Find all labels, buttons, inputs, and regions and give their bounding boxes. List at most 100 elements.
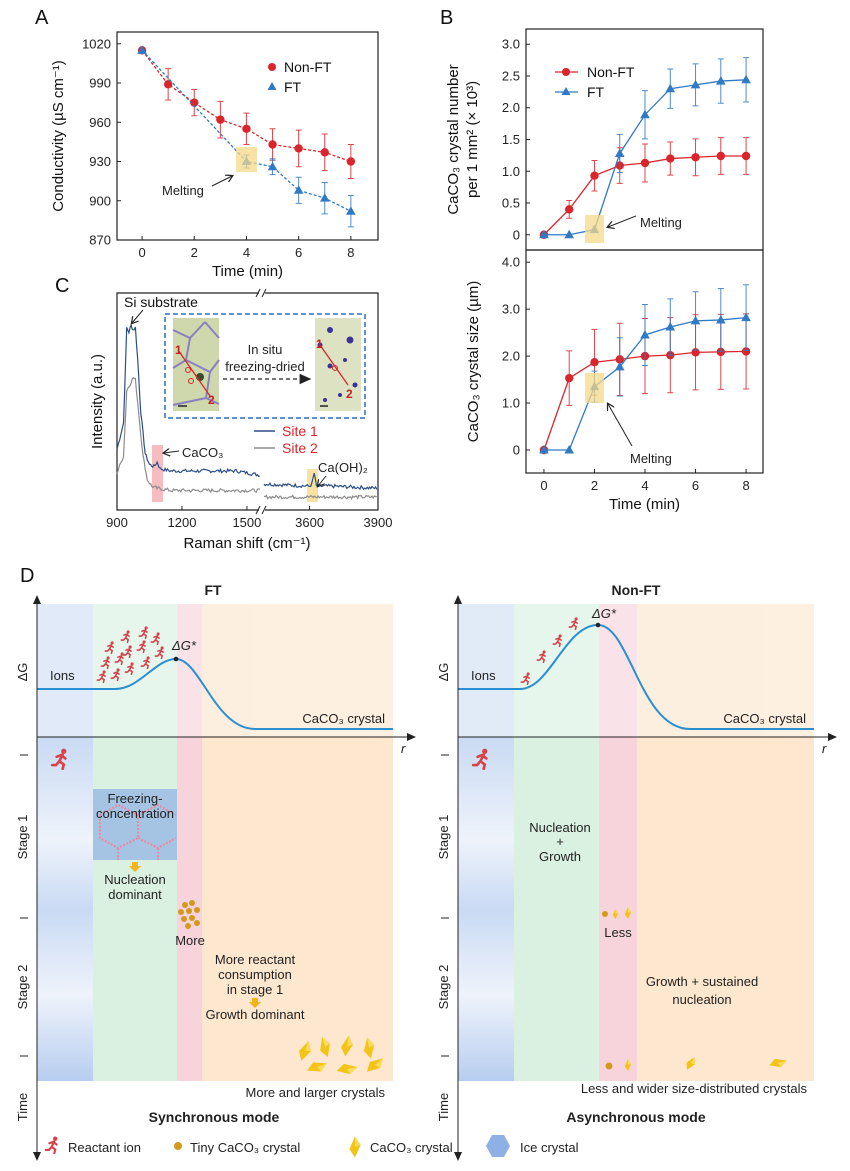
down-arrow-icon xyxy=(129,862,141,872)
nucleation-band xyxy=(93,737,177,1081)
data-point-non-ft xyxy=(691,153,700,162)
legend-label-site1: Site 1 xyxy=(282,423,318,439)
y-axis-title: CaCO₃ crystal number xyxy=(445,64,462,214)
data-point-ft xyxy=(690,315,701,325)
caoh2-peak-label: Ca(OH)₂ xyxy=(318,460,368,475)
nucleation-growth-text-3: Growth xyxy=(539,849,581,864)
inset-caption-line1: In situ xyxy=(248,342,283,357)
nonft-result-text: Less and wider size-distributed crystals xyxy=(581,1081,808,1096)
panel-label-a: A xyxy=(35,7,49,29)
x-tick-label: 8 xyxy=(347,245,354,260)
panel-label-c: C xyxy=(55,275,69,297)
legend-marker-ft xyxy=(561,87,571,95)
product-label: CaCO₃ crystal xyxy=(723,711,806,726)
data-point-non-ft xyxy=(294,144,303,153)
dg-axis-label: ΔG xyxy=(15,663,30,682)
data-point-ft xyxy=(137,45,147,54)
legend-crystal: CaCO₃ crystal xyxy=(370,1140,453,1155)
barrier-label: ΔG* xyxy=(591,606,617,621)
freezing-concentration-box: Freezing- concentration xyxy=(93,789,177,860)
x-tick-label: 6 xyxy=(692,478,699,493)
y-axis-title: per 1 mm² (× 10³) xyxy=(464,81,481,198)
sustained-text-2: nucleation xyxy=(672,992,731,1007)
y-axis-title: Intensity (a.u.) xyxy=(89,354,106,449)
y-tick-label: 2.5 xyxy=(502,68,520,83)
consumption-text-1: More reactant xyxy=(215,952,296,967)
axis-break-mark xyxy=(255,505,267,515)
melting-label-a: Melting xyxy=(162,183,204,198)
ice-crystal-icon xyxy=(486,1135,510,1157)
stage-1-label: Stage 1 xyxy=(15,815,30,860)
tiny-crystal-icon xyxy=(174,1142,182,1150)
data-point-non-ft xyxy=(320,148,329,157)
data-point-ft xyxy=(564,229,575,239)
data-point-ft xyxy=(614,361,625,371)
data-point-ft xyxy=(319,193,330,202)
data-point-ft xyxy=(690,79,701,89)
y-tick-label: 3.0 xyxy=(502,37,520,52)
axis-break-mark xyxy=(255,288,267,298)
legend-d: Reactant ion Tiny CaCO₃ crystal CaCO₃ cr… xyxy=(44,1135,579,1158)
data-point-non-ft xyxy=(741,151,751,161)
barrier-point xyxy=(595,622,601,628)
panel-label-b: B xyxy=(440,7,453,29)
data-point-non-ft xyxy=(565,373,574,383)
data-point-non-ft xyxy=(590,358,599,367)
product-label: CaCO₃ crystal xyxy=(302,711,385,726)
legend-marker-nonft xyxy=(268,63,276,71)
data-point-non-ft xyxy=(640,158,650,168)
freezing-text-1: Freezing- xyxy=(108,791,163,806)
plot-frame xyxy=(525,249,764,474)
nucleation-text-1: Nucleation xyxy=(104,872,165,887)
r-axis-label: r xyxy=(401,741,406,756)
data-point-ft xyxy=(267,161,278,171)
reactant-ion-icon xyxy=(44,1136,59,1154)
micrograph-before: 1 2 xyxy=(172,318,220,411)
data-point-non-ft xyxy=(190,98,199,107)
y-tick-label: 930 xyxy=(89,154,111,169)
nucleation-growth-text-2: + xyxy=(556,834,564,849)
y-tick-label: 960 xyxy=(89,115,111,130)
melting-label-b-bottom: Melting xyxy=(630,451,672,466)
si-substrate-label: Si substrate xyxy=(124,294,198,310)
stage-2-label: Stage 2 xyxy=(15,965,30,1010)
crystal-icon xyxy=(349,1136,361,1158)
data-point-ft xyxy=(614,148,625,157)
data-point-ft xyxy=(539,444,549,454)
melting-highlight-a xyxy=(236,147,257,172)
x-tick-label: 4 xyxy=(641,478,648,493)
x-tick-label: 3600 xyxy=(295,515,324,530)
tiny-crystal-icon xyxy=(605,1062,613,1070)
ice-band xyxy=(458,737,514,1081)
chart-b-crystal-number: 0 0.5 1.0 1.5 2.0 2.5 3.0 CaCO₃ crystal number p… xyxy=(445,28,764,251)
data-point-non-ft xyxy=(666,154,675,163)
legend-label-nonft: Non-FT xyxy=(284,59,332,75)
caoh2-arrow xyxy=(318,475,327,486)
consumption-text-2: consumption xyxy=(218,967,292,982)
sustained-text-1: Growth + sustained xyxy=(646,974,758,989)
data-point-non-ft xyxy=(216,115,225,124)
data-point-non-ft xyxy=(590,171,599,180)
data-point-ft xyxy=(716,314,726,324)
y-tick-label: 0 xyxy=(513,227,520,242)
x-tick-label: 2 xyxy=(191,245,198,260)
spectrum-site-1 xyxy=(263,472,378,491)
x-tick-label: 0 xyxy=(540,478,547,493)
tiny-crystal-cluster xyxy=(178,900,200,929)
data-point-non-ft xyxy=(268,140,277,149)
data-point-ft xyxy=(741,74,751,84)
site-marker-1: 1 xyxy=(175,343,182,357)
y-tick-label: 0.5 xyxy=(502,196,520,211)
legend-tiny-crystal: Tiny CaCO₃ crystal xyxy=(190,1140,300,1155)
ft-result-text: More and larger crystals xyxy=(246,1085,386,1100)
tiny-crystal-icon xyxy=(602,911,608,917)
si-substrate-arrow xyxy=(132,309,144,323)
melting-arrow-b-top xyxy=(608,215,637,227)
x-tick-label: 6 xyxy=(295,245,302,260)
plot-frame xyxy=(116,31,379,241)
stage-1-label: Stage 1 xyxy=(436,815,451,860)
spectrum-site-2 xyxy=(116,377,261,494)
x-tick-label: 4 xyxy=(243,245,250,260)
y-tick-label: 1.0 xyxy=(502,396,520,411)
y-tick-label: 1020 xyxy=(82,36,111,51)
